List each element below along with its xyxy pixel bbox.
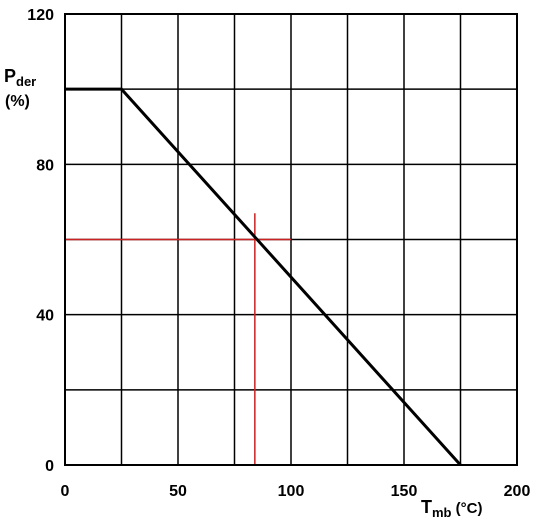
x-tick-label: 200 (504, 483, 531, 500)
plot-frame (64, 13, 518, 466)
y-tick-label: 120 (27, 7, 54, 24)
y-tick-label: 0 (45, 458, 54, 475)
y-axis-label: Pder (4, 66, 36, 89)
x-axis-label-main: T (421, 497, 432, 517)
series-group (65, 87, 462, 467)
x-tick-label: 0 (61, 483, 70, 500)
reference-lines (65, 213, 291, 465)
y-tick-labels: 0 40 80 120 (27, 7, 54, 475)
x-axis-label: Tmb (°C) (421, 497, 483, 520)
grid (65, 14, 517, 465)
y-axis-unit: (%) (5, 93, 30, 110)
y-tick-label: 40 (36, 308, 54, 325)
x-tick-label: 100 (278, 483, 305, 500)
y-axis-label-main: P (4, 66, 16, 86)
x-tick-label: 50 (169, 483, 187, 500)
series-line-1 (65, 87, 462, 467)
x-tick-label: 150 (391, 483, 418, 500)
x-axis-label-unit: (°C) (452, 500, 483, 517)
y-axis-label-sub: der (16, 74, 36, 89)
x-tick-labels: 0 50 100 150 200 (61, 483, 531, 500)
x-axis-label-sub: mb (432, 505, 452, 520)
y-tick-label: 80 (36, 157, 54, 174)
